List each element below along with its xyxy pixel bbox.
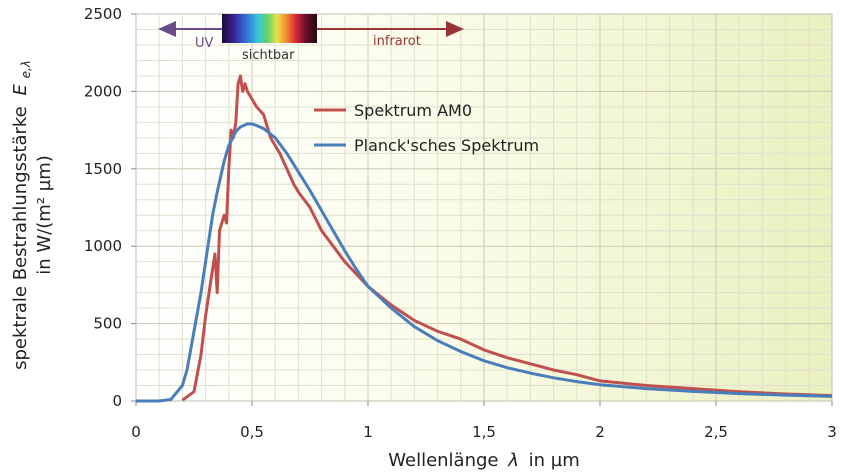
- y-axis-subscript: e,λ: [19, 60, 33, 78]
- y-tick-label: 500: [93, 315, 122, 333]
- y-axis-title: spektrale Bestrahlungsstärke E e,λ in W/…: [10, 60, 55, 370]
- x-axis-unit: in µm: [529, 450, 580, 471]
- infrared-label: infrarot: [373, 34, 421, 49]
- y-tick-label: 2000: [84, 82, 122, 100]
- y-tick-label: 1500: [84, 160, 122, 178]
- x-axis-ticks: 0 0,5 1 1,5 2 2,5 3: [131, 401, 837, 441]
- x-axis-symbol: λ: [507, 450, 519, 471]
- spectrum-annotation: UV sichtbar infrarot: [158, 14, 464, 63]
- x-tick-label: 1,5: [472, 423, 496, 441]
- x-axis-title: Wellenlänge λ in µm: [388, 450, 580, 471]
- y-axis-ticks: 0 500 1000 1500 2000 2500: [84, 5, 136, 410]
- legend: Spektrum AM0 Planck'sches Spektrum: [314, 101, 539, 155]
- series-line-am0: [181, 74, 833, 402]
- y-tick-label: 1000: [84, 237, 122, 255]
- y-tick-label: 0: [112, 392, 122, 410]
- x-tick-label: 0,5: [240, 423, 264, 441]
- y-axis-label-line2: in W/(m² µm): [34, 155, 55, 275]
- y-tick-label: 2500: [84, 5, 122, 23]
- x-axis-label: Wellenlänge: [388, 450, 498, 471]
- visible-spectrum-bar: [222, 14, 317, 43]
- x-tick-label: 2,5: [704, 423, 728, 441]
- grid-lines: [136, 14, 832, 401]
- series-line-planck: [136, 122, 833, 403]
- y-axis-symbol: E: [10, 84, 31, 96]
- svg-text:spektrale Bestrahlungsstärke: spektrale Bestrahlungsstärke E e,λ: [10, 60, 33, 370]
- legend-label-planck: Planck'sches Spektrum: [354, 136, 539, 155]
- uv-label: UV: [195, 36, 214, 51]
- x-tick-label: 3: [827, 423, 837, 441]
- x-tick-label: 2: [595, 423, 605, 441]
- x-tick-label: 0: [131, 423, 141, 441]
- x-tick-label: 1: [363, 423, 373, 441]
- legend-label-am0: Spektrum AM0: [354, 101, 472, 120]
- series-group: [136, 74, 833, 403]
- visible-label: sichtbar: [242, 48, 295, 63]
- y-axis-label-line1: spektrale Bestrahlungsstärke: [10, 106, 31, 370]
